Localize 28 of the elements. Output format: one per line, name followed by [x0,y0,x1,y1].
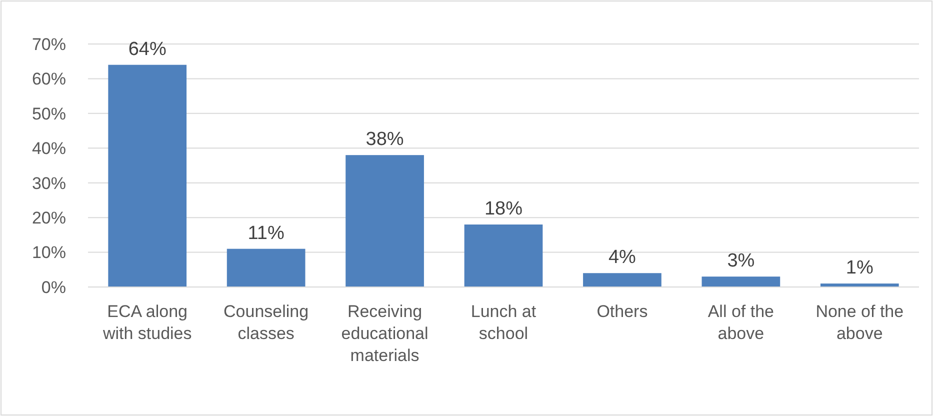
x-tick-label: None of the above [816,302,904,343]
data-label: 3% [727,250,755,272]
data-label: 64% [128,38,166,60]
y-tick-label: 20% [32,208,66,228]
bar [346,155,424,287]
x-tick-label: All of the above [708,302,774,343]
x-tick-label: Others [596,302,648,321]
bar [108,64,187,287]
bar [702,276,780,287]
data-label: 38% [366,129,404,150]
y-tick-label: 0% [41,278,66,297]
bar [583,273,662,287]
y-tick-label: 30% [32,174,66,193]
y-tick-label: 50% [32,104,66,124]
x-tick-label: Counseling classes [224,302,309,343]
y-tick-label: 60% [32,70,66,89]
x-tick-label: Lunch at school [470,302,536,343]
data-label: 4% [608,247,636,268]
y-tick-label: 70% [32,34,66,54]
x-tick-label: Receiving educational materials [341,302,428,365]
y-tick-label: 10% [32,243,66,262]
data-label: 18% [484,198,523,220]
data-label: 11% [248,222,284,244]
bar [464,224,543,287]
y-tick-label: 40% [32,139,66,158]
x-tick-label: ECA along with studies [102,302,192,343]
bar [226,248,306,287]
data-label: 1% [846,258,874,279]
